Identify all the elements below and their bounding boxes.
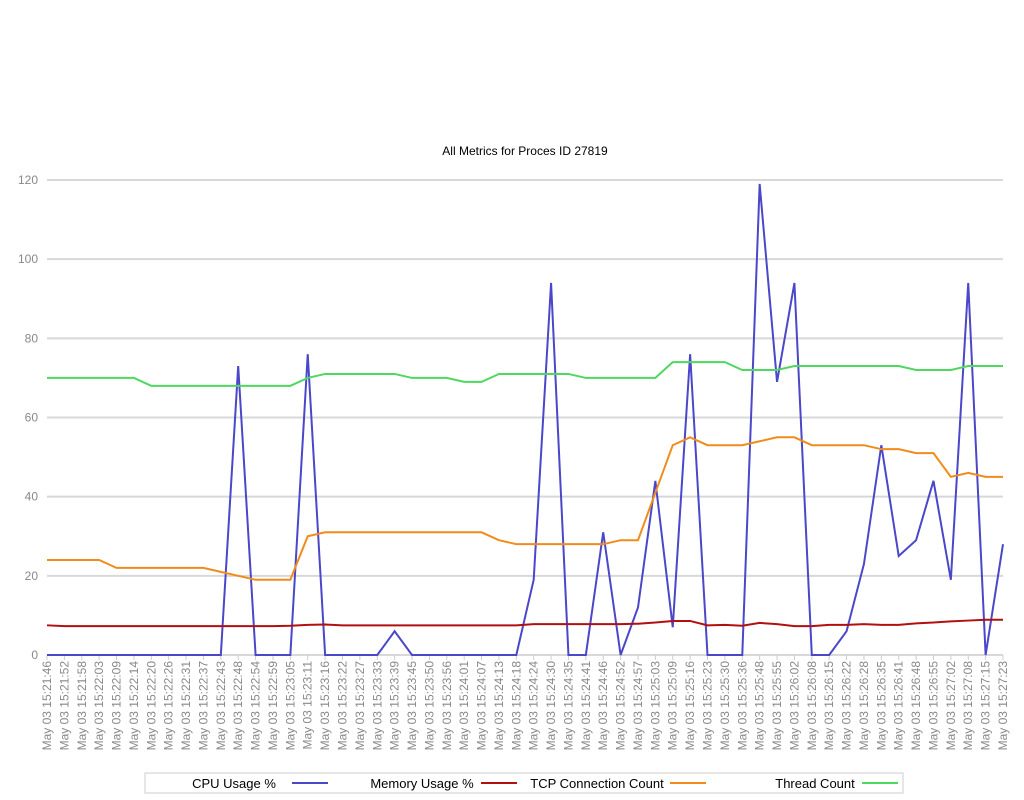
x-tick-label: May 03 15:24:07 [475, 661, 489, 751]
x-tick-label: May 03 15:26:28 [857, 661, 871, 751]
series-line [47, 361, 1003, 387]
y-tick-label: 40 [25, 490, 39, 504]
legend-label: TCP Connection Count [530, 776, 664, 791]
x-tick-label: May 03 15:23:39 [388, 661, 402, 751]
y-tick-label: 100 [18, 252, 38, 266]
x-tick-label: May 03 15:22:03 [92, 661, 106, 751]
series-line [47, 436, 1003, 581]
x-tick-label: May 03 15:23:11 [301, 661, 315, 750]
x-tick-label: May 03 15:26:15 [822, 661, 836, 751]
y-tick-label: 120 [18, 173, 38, 187]
x-tick-label: May 03 15:26:48 [909, 661, 923, 751]
legend-box [144, 772, 904, 794]
x-tick-label: May 03 15:27:02 [944, 661, 958, 751]
x-tick-label: May 03 15:23:56 [440, 661, 454, 751]
x-tick-label: May 03 15:22:20 [144, 661, 158, 751]
x-tick-label: May 03 15:24:24 [527, 661, 541, 751]
x-tick-label: May 03 15:22:37 [196, 661, 210, 751]
x-tick-label: May 03 15:22:31 [179, 661, 193, 751]
x-tick-label: May 03 15:23:16 [318, 661, 332, 751]
x-tick-label: May 03 15:21:58 [75, 661, 89, 751]
x-tick-label: May 03 15:26:41 [892, 661, 906, 751]
x-tick-label: May 03 15:25:55 [770, 661, 784, 751]
x-tick-label: May 03 15:21:52 [57, 661, 71, 751]
x-tick-label: May 03 15:26:08 [805, 661, 819, 751]
x-tick-label: May 03 15:25:23 [701, 661, 715, 751]
x-tick-label: May 03 15:27:15 [979, 661, 993, 751]
legend-label: Memory Usage % [370, 776, 474, 791]
x-tick-label: May 03 15:23:50 [422, 661, 436, 751]
x-tick-label: May 03 15:23:27 [353, 661, 367, 751]
x-tick-label: May 03 15:25:36 [735, 661, 749, 751]
y-tick-label: 20 [25, 569, 39, 583]
legend-label: CPU Usage % [192, 776, 276, 791]
x-tick-label: May 03 15:22:43 [214, 661, 228, 751]
x-tick-label: May 03 15:24:46 [596, 661, 610, 751]
x-tick-label: May 03 15:27:08 [961, 661, 975, 751]
x-tick-label: May 03 15:23:22 [335, 661, 349, 751]
y-tick-label: 80 [25, 331, 39, 345]
x-tick-label: May 03 15:21:46 [40, 661, 54, 751]
x-tick-label: May 03 15:26:22 [840, 661, 854, 751]
x-tick-label: May 03 15:23:05 [283, 661, 297, 751]
y-tick-label: 60 [25, 411, 39, 425]
x-tick-label: May 03 15:26:35 [874, 661, 888, 751]
x-tick-label: May 03 15:24:41 [579, 661, 593, 751]
x-tick-label: May 03 15:25:09 [666, 661, 680, 751]
x-tick-label: May 03 15:25:16 [683, 661, 697, 751]
x-tick-label: May 03 15:22:59 [266, 661, 280, 751]
x-tick-label: May 03 15:23:45 [405, 661, 419, 751]
series-line [46, 618, 1003, 628]
x-tick-label: May 03 15:24:01 [457, 661, 471, 751]
x-tick-label: May 03 15:25:30 [718, 661, 732, 751]
x-tick-label: May 03 15:22:54 [249, 661, 263, 751]
series-line [47, 183, 1004, 656]
x-tick-label: May 03 15:24:52 [614, 661, 628, 751]
x-tick-label: May 03 15:26:55 [926, 661, 940, 751]
legend-label: Thread Count [775, 776, 855, 791]
x-tick-label: May 03 15:23:33 [370, 661, 384, 751]
x-tick-label: May 03 15:22:09 [110, 661, 124, 751]
y-tick-label: 0 [31, 648, 38, 662]
x-tick-label: May 03 15:22:26 [162, 661, 176, 751]
x-tick-label: May 03 15:24:57 [631, 661, 645, 751]
x-tick-label: May 03 15:25:03 [648, 661, 662, 751]
x-tick-label: May 03 15:24:35 [561, 661, 575, 751]
x-tick-label: May 03 15:24:30 [544, 661, 558, 751]
x-tick-label: May 03 15:22:48 [231, 661, 245, 751]
x-tick-label: May 03 15:25:48 [753, 661, 767, 751]
chart-title: All Metrics for Proces ID 27819 [442, 144, 608, 158]
x-tick-label: May 03 15:22:14 [127, 661, 141, 751]
x-tick-label: May 03 15:24:13 [492, 661, 506, 751]
x-tick-label: May 03 15:24:18 [509, 661, 523, 751]
x-tick-label: May 03 15:27:23 [996, 661, 1010, 751]
x-tick-label: May 03 15:26:02 [787, 661, 801, 751]
